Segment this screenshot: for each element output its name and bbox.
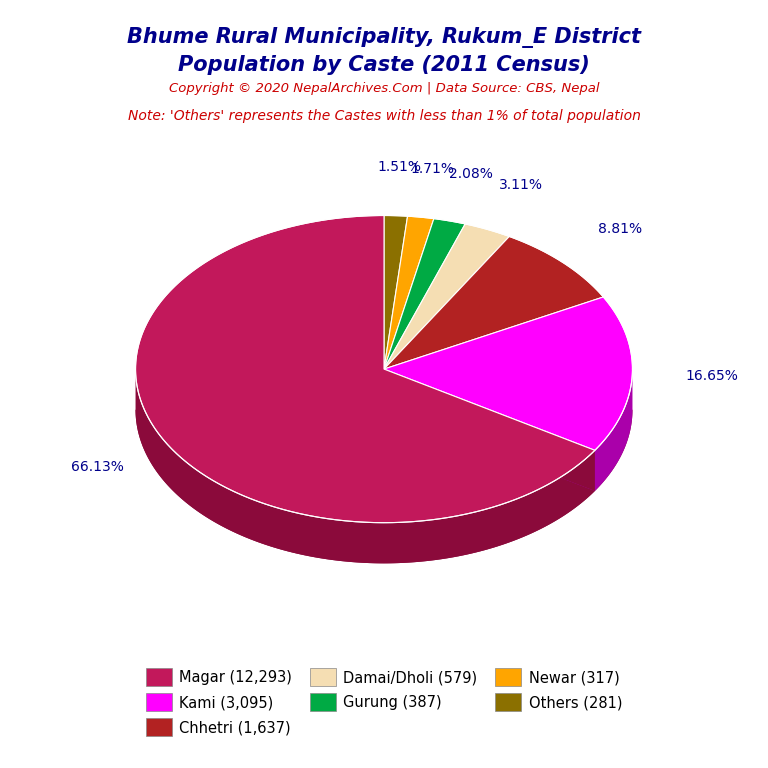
Polygon shape bbox=[384, 216, 408, 369]
Polygon shape bbox=[595, 369, 633, 491]
Text: 3.11%: 3.11% bbox=[499, 178, 543, 192]
Polygon shape bbox=[384, 237, 604, 369]
Polygon shape bbox=[135, 216, 595, 523]
Polygon shape bbox=[384, 297, 633, 450]
Text: 2.08%: 2.08% bbox=[449, 167, 492, 180]
Polygon shape bbox=[384, 219, 465, 369]
Text: 66.13%: 66.13% bbox=[71, 461, 124, 475]
Text: 8.81%: 8.81% bbox=[598, 222, 643, 236]
Polygon shape bbox=[135, 410, 633, 564]
Polygon shape bbox=[384, 216, 434, 369]
Polygon shape bbox=[384, 369, 595, 491]
Text: Copyright © 2020 NepalArchives.Com | Data Source: CBS, Nepal: Copyright © 2020 NepalArchives.Com | Dat… bbox=[169, 82, 599, 95]
Text: Population by Caste (2011 Census): Population by Caste (2011 Census) bbox=[178, 55, 590, 75]
Legend: Magar (12,293), Kami (3,095), Chhetri (1,637), Damai/Dholi (579), Gurung (387), : Magar (12,293), Kami (3,095), Chhetri (1… bbox=[141, 664, 627, 740]
Polygon shape bbox=[135, 371, 595, 564]
Text: 16.65%: 16.65% bbox=[685, 369, 738, 383]
Text: Note: 'Others' represents the Castes with less than 1% of total population: Note: 'Others' represents the Castes wit… bbox=[127, 109, 641, 123]
Text: Bhume Rural Municipality, Rukum_E District: Bhume Rural Municipality, Rukum_E Distri… bbox=[127, 27, 641, 48]
Polygon shape bbox=[384, 224, 509, 369]
Text: 1.51%: 1.51% bbox=[378, 160, 422, 174]
Polygon shape bbox=[384, 369, 595, 491]
Text: 1.71%: 1.71% bbox=[411, 161, 455, 176]
